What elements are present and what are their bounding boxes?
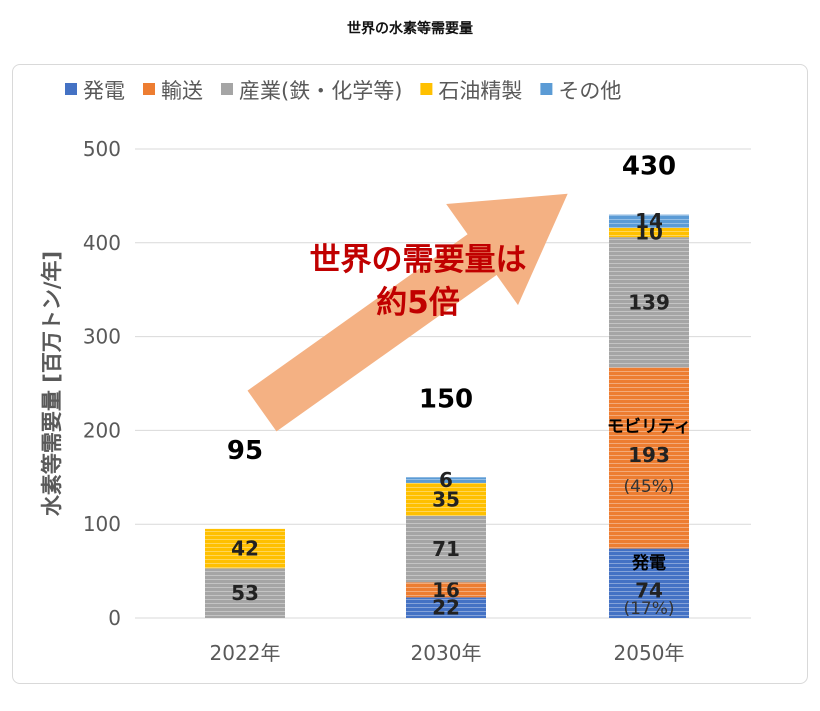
data-label: 139 xyxy=(628,290,670,314)
y-tick-label: 100 xyxy=(83,512,121,536)
segment-title: モビリティ xyxy=(607,417,691,437)
y-axis-label: 水素等需要量 [百万トン/年] xyxy=(40,251,64,516)
x-tick-label: 2022年 xyxy=(210,641,281,665)
bar-segment-texture xyxy=(205,568,285,618)
legend-swatch xyxy=(143,83,155,95)
bar-segment-texture xyxy=(609,227,689,238)
bar-segment-texture xyxy=(205,528,285,569)
data-label: 42 xyxy=(231,537,259,561)
callout-line-1: 世界の需要量は xyxy=(310,242,527,278)
legend-label: 発電 xyxy=(83,79,125,103)
y-tick-label: 400 xyxy=(83,231,121,255)
callout-line-2: 約5倍 xyxy=(376,285,460,321)
segment-title: 発電 xyxy=(631,553,666,574)
data-label: 71 xyxy=(432,537,460,561)
legend-swatch xyxy=(221,83,233,95)
data-label: 35 xyxy=(432,487,460,511)
total-label: 95 xyxy=(227,436,263,466)
page-title: 世界の水素等需要量 xyxy=(347,21,473,37)
trend-arrow xyxy=(247,193,568,432)
total-label: 150 xyxy=(419,384,473,414)
legend-swatch xyxy=(65,83,77,95)
bar-segment-texture xyxy=(609,237,689,368)
bar-segment-texture xyxy=(609,214,689,228)
bar-segment-texture xyxy=(406,582,486,598)
bar-segment-texture xyxy=(406,515,486,583)
bar-segment-texture xyxy=(609,548,689,618)
data-label: 74 xyxy=(635,578,663,602)
legend-label: その他 xyxy=(558,79,621,103)
y-tick-label: 500 xyxy=(83,137,121,161)
x-tick-label: 2050年 xyxy=(614,641,685,665)
bar-segment-texture xyxy=(406,477,486,483)
y-tick-label: 0 xyxy=(108,606,121,630)
bar-segment-texture xyxy=(406,597,486,618)
chart: 0 100 200 300 400 500 水素等需要量 [百万トン/年] 発電 輸送 産業(鉄・… xyxy=(40,79,751,665)
bar-segment-texture xyxy=(609,367,689,549)
legend-swatch xyxy=(540,83,553,95)
data-label: 6 xyxy=(439,468,453,492)
legend-swatch xyxy=(420,83,433,95)
y-tick-label: 200 xyxy=(83,418,121,442)
total-label: 430 xyxy=(622,152,676,182)
legend-label: 輸送 xyxy=(161,79,203,103)
data-label: 53 xyxy=(231,581,259,605)
segment-percent: (17%) xyxy=(623,599,674,619)
legend-label: 石油精製 xyxy=(438,79,522,103)
segment-percent: (45%) xyxy=(623,477,674,497)
y-tick-label: 300 xyxy=(83,325,121,349)
data-label: 193 xyxy=(628,443,670,467)
x-tick-label: 2030年 xyxy=(411,641,482,665)
chart-frame: 0 100 200 300 400 500 水素等需要量 [百万トン/年] 発電 輸送 産業(鉄・… xyxy=(12,64,808,684)
trend-arrow-shape xyxy=(247,193,568,432)
data-label: 22 xyxy=(432,596,460,620)
legend-label: 産業(鉄・化学等) xyxy=(239,79,402,103)
bar-segment-texture xyxy=(406,482,486,516)
data-label: 14 xyxy=(635,209,663,233)
